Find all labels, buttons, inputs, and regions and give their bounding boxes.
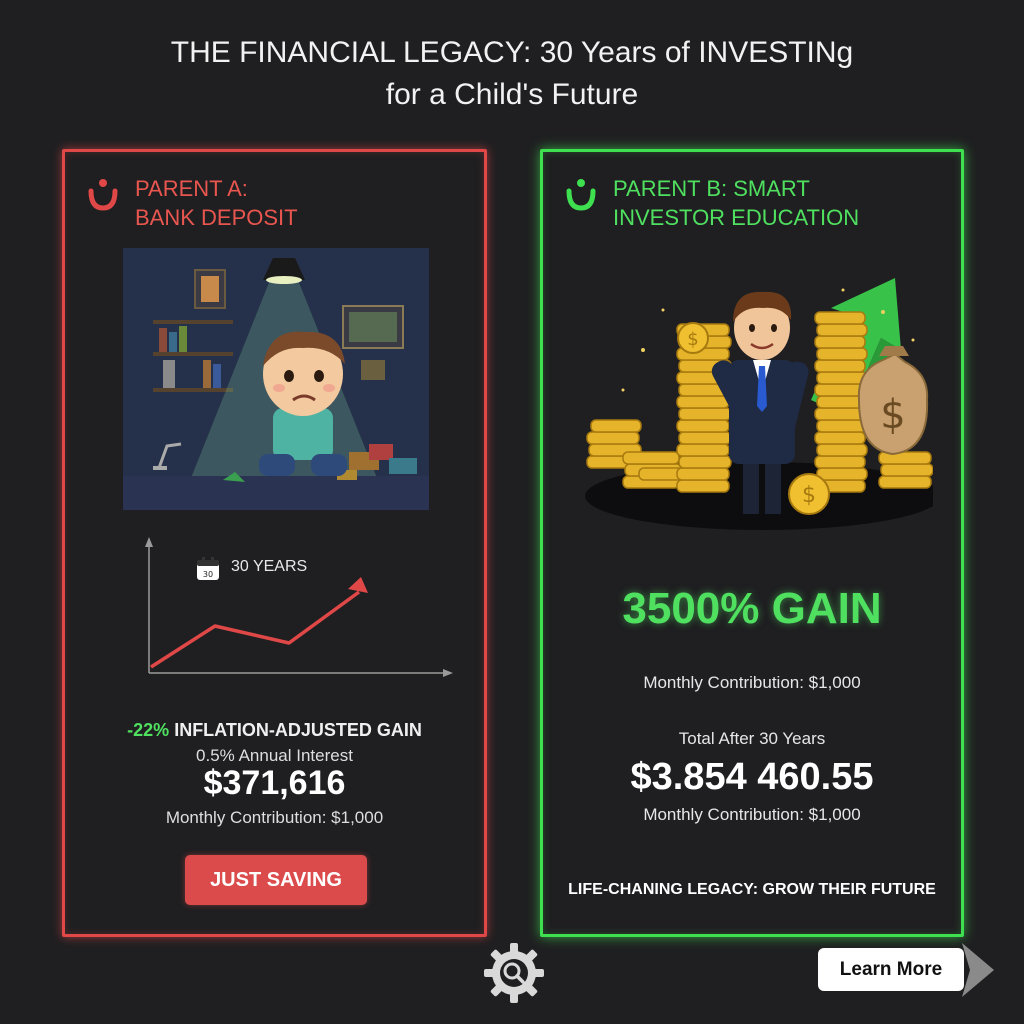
svg-text:$: $: [802, 483, 816, 508]
inflation-gain-value: -22%: [127, 720, 170, 740]
page-title-line2: for a Child's Future: [385, 78, 639, 111]
panel-a-header: PARENT A: BANK DEPOSIT: [87, 174, 298, 232]
page-title-line1: THE FINANCIAL LEGACY: 30 Years of INVEST…: [170, 36, 854, 69]
panel-a-title-line2: BANK DEPOSIT: [135, 205, 298, 230]
brand-mark-icon: [88, 179, 118, 211]
annual-interest: 0.5% Annual Interest: [196, 746, 353, 765]
svg-text:$: $: [880, 392, 905, 438]
svg-text:$: $: [687, 329, 698, 350]
sad-child-illustration: [123, 248, 429, 510]
gear-search-icon[interactable]: [481, 940, 547, 1006]
svg-text:30: 30: [203, 570, 213, 579]
inflation-gain-row: -22% INFLATION-ADJUSTED GAIN: [65, 720, 484, 741]
panel-a-total: $371,616: [203, 764, 346, 802]
chart-period-label: 30 YEARS: [231, 558, 308, 575]
panel-parent-b: PARENT B: SMART INVESTOR EDUCATION: [540, 149, 964, 937]
panel-b-total: $3.854 460.55: [630, 756, 874, 798]
panel-b-gain: 3500% GAIN: [622, 584, 882, 633]
calendar-icon: 30: [197, 557, 219, 580]
panel-parent-a: PARENT A: BANK DEPOSIT: [62, 149, 487, 937]
legacy-tagline: LIFE-CHANING LEGACY: GROW THEIR FUTURE: [568, 881, 936, 898]
panel-a-contribution: Monthly Contribution: $1,000: [165, 808, 384, 827]
panel-b-title-line2: INVESTOR EDUCATION: [613, 205, 860, 230]
investor-illustration: $ $ $: [585, 278, 933, 530]
panel-b-header: PARENT B: SMART INVESTOR EDUCATION: [565, 174, 859, 232]
arrow-right-icon: [962, 943, 994, 997]
growth-line-chart: [145, 537, 453, 677]
just-saving-button[interactable]: JUST SAVING: [185, 855, 367, 905]
panel-b-contribution-bottom: Monthly Contribution: $1,000: [643, 805, 861, 824]
panel-b-total-label: Total After 30 Years: [678, 729, 826, 748]
inflation-gain-text: INFLATION-ADJUSTED GAIN: [174, 720, 422, 740]
panel-b-contribution-top: Monthly Contribution: $1,000: [643, 673, 861, 692]
brand-mark-icon: [566, 179, 596, 211]
panel-a-title-line1: PARENT A:: [135, 176, 248, 201]
learn-more-button[interactable]: Learn More: [818, 948, 964, 991]
panel-b-title-line1: PARENT B: SMART: [613, 176, 810, 201]
